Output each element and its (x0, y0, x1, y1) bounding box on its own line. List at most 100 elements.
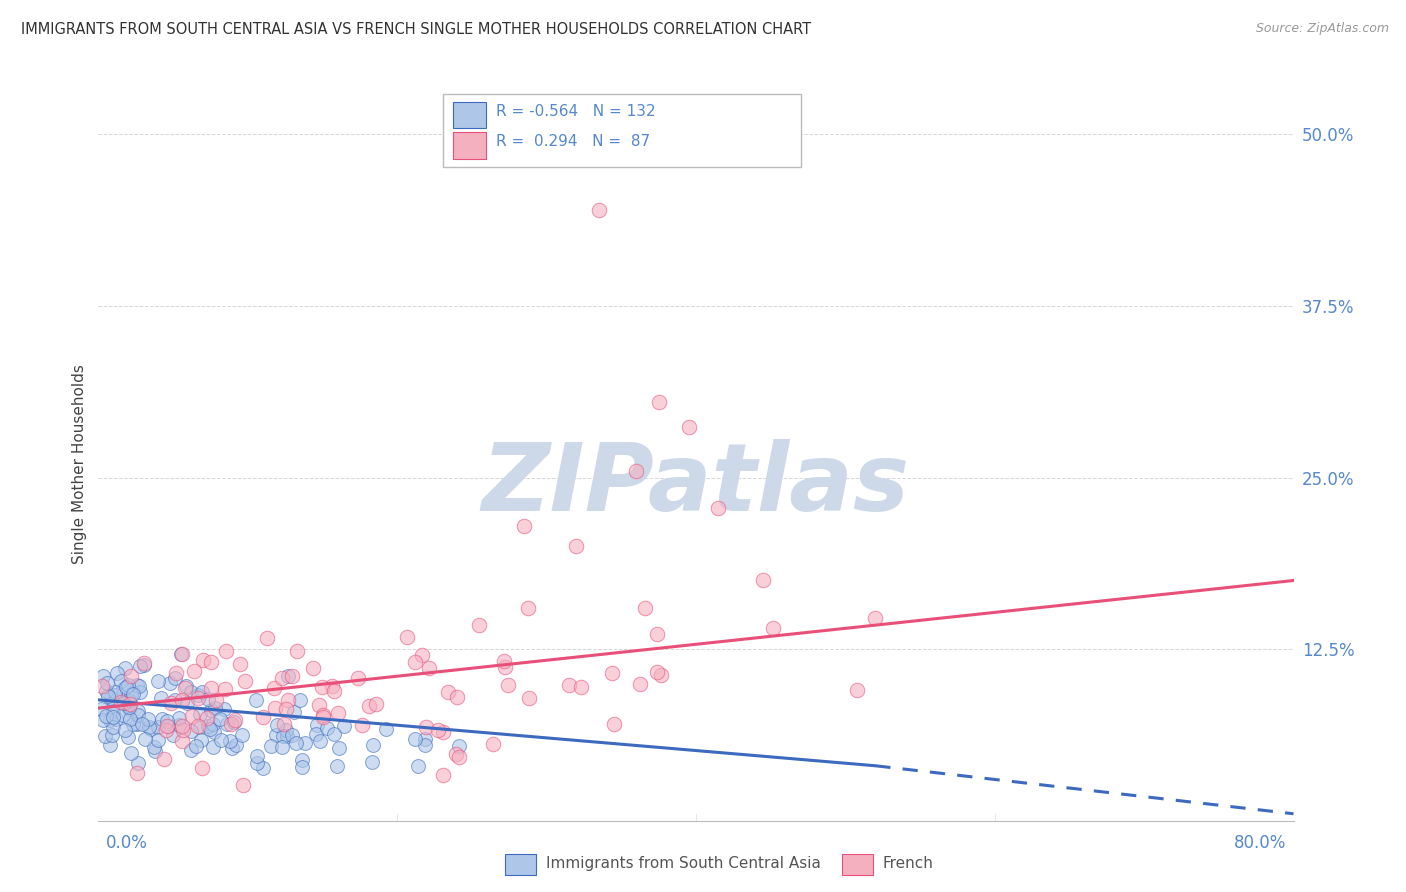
Text: ZIPatlas: ZIPatlas (482, 439, 910, 532)
Point (162, 728, 184, 742)
Point (105, 665, 128, 680)
Point (91, 713, 114, 727)
Point (482, 737, 505, 751)
Point (233, 674, 256, 689)
Point (197, 691, 219, 706)
Point (97, 689, 120, 703)
Point (645, 627, 668, 641)
Point (127, 756, 149, 770)
Point (276, 702, 298, 716)
Point (138, 712, 160, 726)
Point (558, 678, 581, 692)
Point (214, 681, 236, 696)
Point (174, 679, 197, 693)
Point (276, 729, 298, 743)
Point (294, 735, 316, 749)
Point (264, 701, 287, 715)
Point (180, 685, 202, 699)
Point (246, 756, 269, 771)
Point (446, 690, 468, 705)
Point (865, 611, 887, 625)
Point (188, 720, 211, 734)
Point (200, 655, 222, 669)
Point (308, 698, 330, 713)
Point (215, 717, 238, 731)
Point (173, 681, 195, 695)
Point (270, 671, 292, 685)
Text: French: French (883, 856, 934, 871)
Text: 80.0%: 80.0% (1234, 834, 1286, 852)
Point (287, 644, 309, 658)
Point (172, 647, 194, 661)
Point (326, 759, 349, 773)
Text: Source: ZipAtlas.com: Source: ZipAtlas.com (1256, 22, 1389, 36)
Point (498, 678, 520, 692)
Point (118, 693, 141, 707)
Point (115, 680, 138, 694)
Point (363, 738, 385, 752)
Point (98, 713, 121, 727)
Point (209, 732, 232, 747)
Point (413, 732, 436, 747)
Point (197, 719, 219, 733)
Point (94, 683, 117, 698)
Point (415, 738, 437, 752)
Point (224, 714, 246, 729)
Point (436, 685, 458, 699)
Point (404, 655, 426, 669)
Point (326, 706, 349, 721)
Point (588, 202, 610, 217)
Point (200, 681, 222, 696)
Point (134, 732, 156, 747)
Point (323, 683, 346, 698)
Point (231, 729, 253, 743)
Point (128, 679, 150, 693)
Point (143, 740, 166, 755)
Point (323, 727, 346, 741)
Point (321, 679, 343, 693)
Point (187, 691, 209, 706)
Point (187, 719, 209, 733)
Point (645, 665, 668, 679)
Point (100, 728, 122, 742)
Point (308, 733, 330, 747)
Text: IMMIGRANTS FROM SOUTH CENTRAL ASIA VS FRENCH SINGLE MOTHER HOUSEHOLDS CORRELATIO: IMMIGRANTS FROM SOUTH CENTRAL ASIA VS FR… (21, 22, 811, 37)
Point (104, 712, 127, 726)
Point (215, 643, 238, 657)
Point (190, 685, 212, 699)
Point (148, 720, 170, 734)
Point (845, 682, 868, 697)
Point (277, 693, 299, 707)
Point (361, 756, 384, 770)
Point (315, 721, 337, 735)
Point (404, 731, 426, 746)
Point (305, 726, 328, 740)
Point (90, 701, 112, 715)
Point (312, 708, 335, 723)
Point (513, 518, 536, 533)
Point (160, 696, 183, 710)
Point (198, 722, 221, 736)
Point (139, 722, 162, 736)
Point (103, 697, 125, 711)
Point (219, 733, 242, 747)
Point (117, 698, 139, 712)
Point (415, 720, 437, 734)
Point (118, 699, 141, 714)
Point (104, 688, 127, 702)
Point (678, 419, 700, 434)
Text: Immigrants from South Central Asia: Immigrants from South Central Asia (546, 856, 821, 871)
Point (650, 667, 672, 681)
Point (517, 601, 540, 615)
Point (449, 739, 471, 754)
Point (118, 694, 141, 708)
Point (202, 740, 225, 755)
Point (132, 657, 155, 671)
Point (127, 766, 149, 780)
Point (260, 739, 283, 754)
Point (600, 665, 623, 680)
Point (104, 684, 127, 698)
Point (169, 648, 191, 662)
Point (172, 723, 194, 738)
Point (103, 704, 125, 718)
